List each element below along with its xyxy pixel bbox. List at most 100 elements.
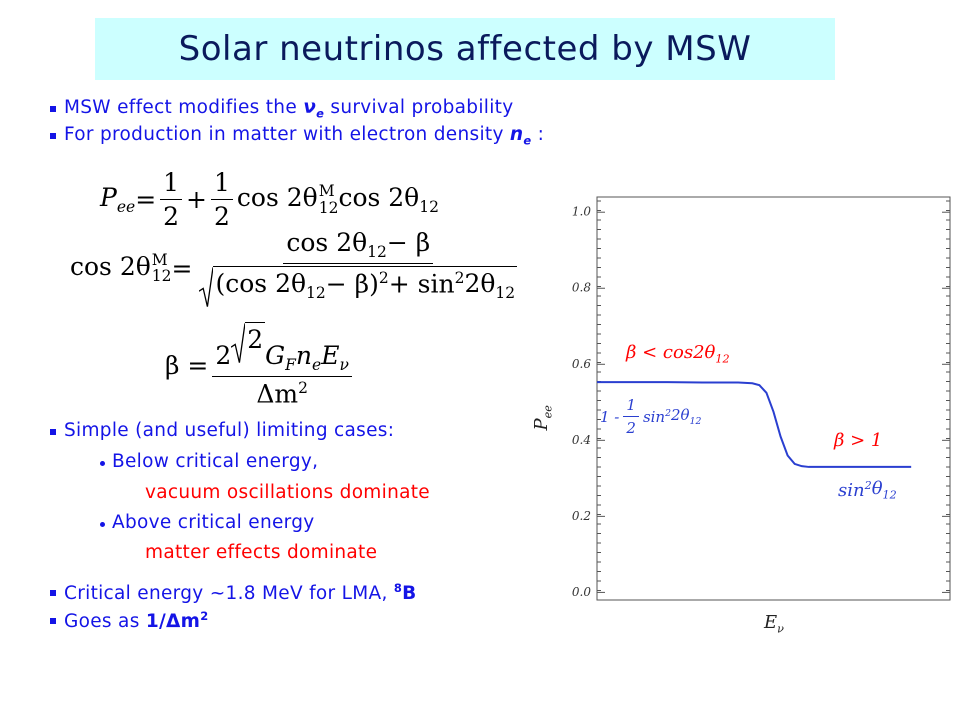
subscript: 12 [306, 284, 326, 303]
superscript: 2 [200, 609, 209, 623]
run-text: E [321, 341, 340, 370]
subscript: 12 [715, 352, 730, 366]
subscript: e [523, 133, 532, 148]
run-text: Simple (and useful) limiting cases: [64, 420, 395, 441]
sub-sup: M 12 [152, 252, 172, 285]
text-run: 2θ12 [671, 406, 701, 427]
bullet-line: MSW effect modifies the νe survival prob… [64, 97, 513, 121]
numerator: 1 [623, 396, 639, 417]
run-text: 2 [247, 325, 264, 354]
text-run: 8 [393, 581, 403, 604]
radicand: (cos 2θ12 − β)2 + sin2 2θ12 [213, 266, 518, 308]
chart-annotation: β > 1 [834, 430, 882, 451]
run-text: (cos 2θ [215, 269, 307, 299]
run-text: 2 [214, 202, 230, 231]
run-text: − β [386, 228, 431, 257]
run-text: cos 2θ [236, 183, 318, 213]
text-run: Below critical energy, [112, 451, 318, 472]
text-run: 2 [214, 202, 230, 231]
y-tick-label: 0.4 [572, 433, 591, 447]
subscript: 12 [419, 198, 439, 216]
square-bullet [50, 106, 56, 112]
superscript: M [318, 182, 335, 201]
text-run: + sin2 [389, 269, 465, 298]
title-box: Solar neutrinos affected by MSW [95, 18, 835, 80]
run-text: = [135, 185, 157, 214]
subscript: 12 [318, 198, 339, 217]
data-line [597, 381, 912, 468]
run-text: Above critical energy [112, 512, 315, 533]
square-bullet [50, 590, 56, 596]
subscript: 12 [495, 284, 516, 303]
subscript: ν [777, 622, 784, 636]
text-run: 2 [247, 325, 263, 354]
denominator: 2 [211, 200, 233, 231]
text-run: 1 [214, 168, 230, 197]
text-run: νe [303, 97, 324, 121]
text-run: : [531, 124, 544, 145]
run-text: θ [871, 478, 883, 499]
text-run: Eν [764, 612, 784, 636]
text-run: B [402, 583, 416, 604]
run-text: Δm [256, 379, 299, 409]
text-run: Eν [321, 341, 349, 374]
run-text: sin [642, 407, 666, 426]
text-run: − β)2 [326, 269, 389, 298]
run-text: P [100, 183, 117, 212]
y-tick-label: 0.2 [572, 509, 591, 523]
denominator: 2 [160, 200, 182, 231]
superscript: 2 [665, 407, 672, 419]
square-root: (cos 2θ12 − β)2 + sin2 2θ12 [199, 266, 518, 308]
run-text: cos 2θ [70, 251, 151, 281]
run-text: ν [303, 97, 317, 118]
run-text: 1 [214, 168, 230, 197]
square-bullet [50, 618, 56, 624]
subscript: e [312, 356, 322, 374]
text-run: 2 [215, 341, 231, 370]
run-text: E [764, 612, 778, 633]
text-run: Δm2 [256, 379, 308, 408]
numerator: 1 [160, 168, 183, 200]
bullet-line: Critical energy ~1.8 MeV for LMA, 8B [64, 581, 417, 604]
run-text: − β) [325, 269, 379, 299]
square-root: 2 [231, 322, 266, 364]
fraction: cos 2θ12 − β (cos 2θ12 − β)2 + sin2 2θ12 [196, 228, 520, 308]
text-run: − β [387, 228, 430, 257]
run-text: survival probability [324, 97, 514, 118]
text-run: 2 [626, 419, 636, 437]
run-text: Below critical energy, [112, 451, 319, 472]
text-run: ne [296, 341, 321, 374]
run-text: n [509, 124, 524, 145]
text-run: + [186, 185, 207, 214]
run-text: n [295, 341, 313, 370]
radical-path [231, 323, 245, 362]
x-axis-label: Eν [764, 612, 784, 636]
superscript: 8 [393, 581, 403, 595]
subscript: ee [116, 198, 136, 216]
equation: β = 2 2 GF ne Eν Δm2 [165, 322, 356, 408]
run-text: Goes as [64, 611, 146, 633]
denominator: (cos 2θ12 − β)2 + sin2 2θ12 [196, 264, 520, 308]
bullet-line: Below critical energy, [112, 451, 318, 472]
text-run: MSW effect modifies the [64, 97, 303, 118]
radical-path [199, 267, 213, 306]
run-text: 1/Δm [145, 611, 201, 633]
bullet-line: matter effects dominate [145, 542, 377, 563]
chart-annotation: β < cos2θ12 [626, 342, 730, 366]
text-run: cos 2θ M 12 [237, 183, 339, 216]
text-run: β < cos2θ12 [626, 342, 730, 366]
run-text: B [402, 583, 417, 605]
denominator: Δm2 [253, 377, 311, 408]
square-bullet [50, 429, 56, 435]
radical-sign [199, 266, 213, 308]
run-text: Critical energy ~1.8 MeV for LMA, [64, 583, 394, 605]
text-run: 1 [626, 396, 636, 414]
superscript: 2 [864, 478, 872, 492]
bullet-line: For production in matter with electron d… [64, 124, 544, 148]
subscript: F [285, 356, 296, 374]
run-text: P [530, 418, 552, 431]
superscript: 2 [454, 269, 465, 287]
run-text: 2 [215, 341, 232, 370]
text-run: vacuum oscillations dominate [145, 482, 430, 503]
